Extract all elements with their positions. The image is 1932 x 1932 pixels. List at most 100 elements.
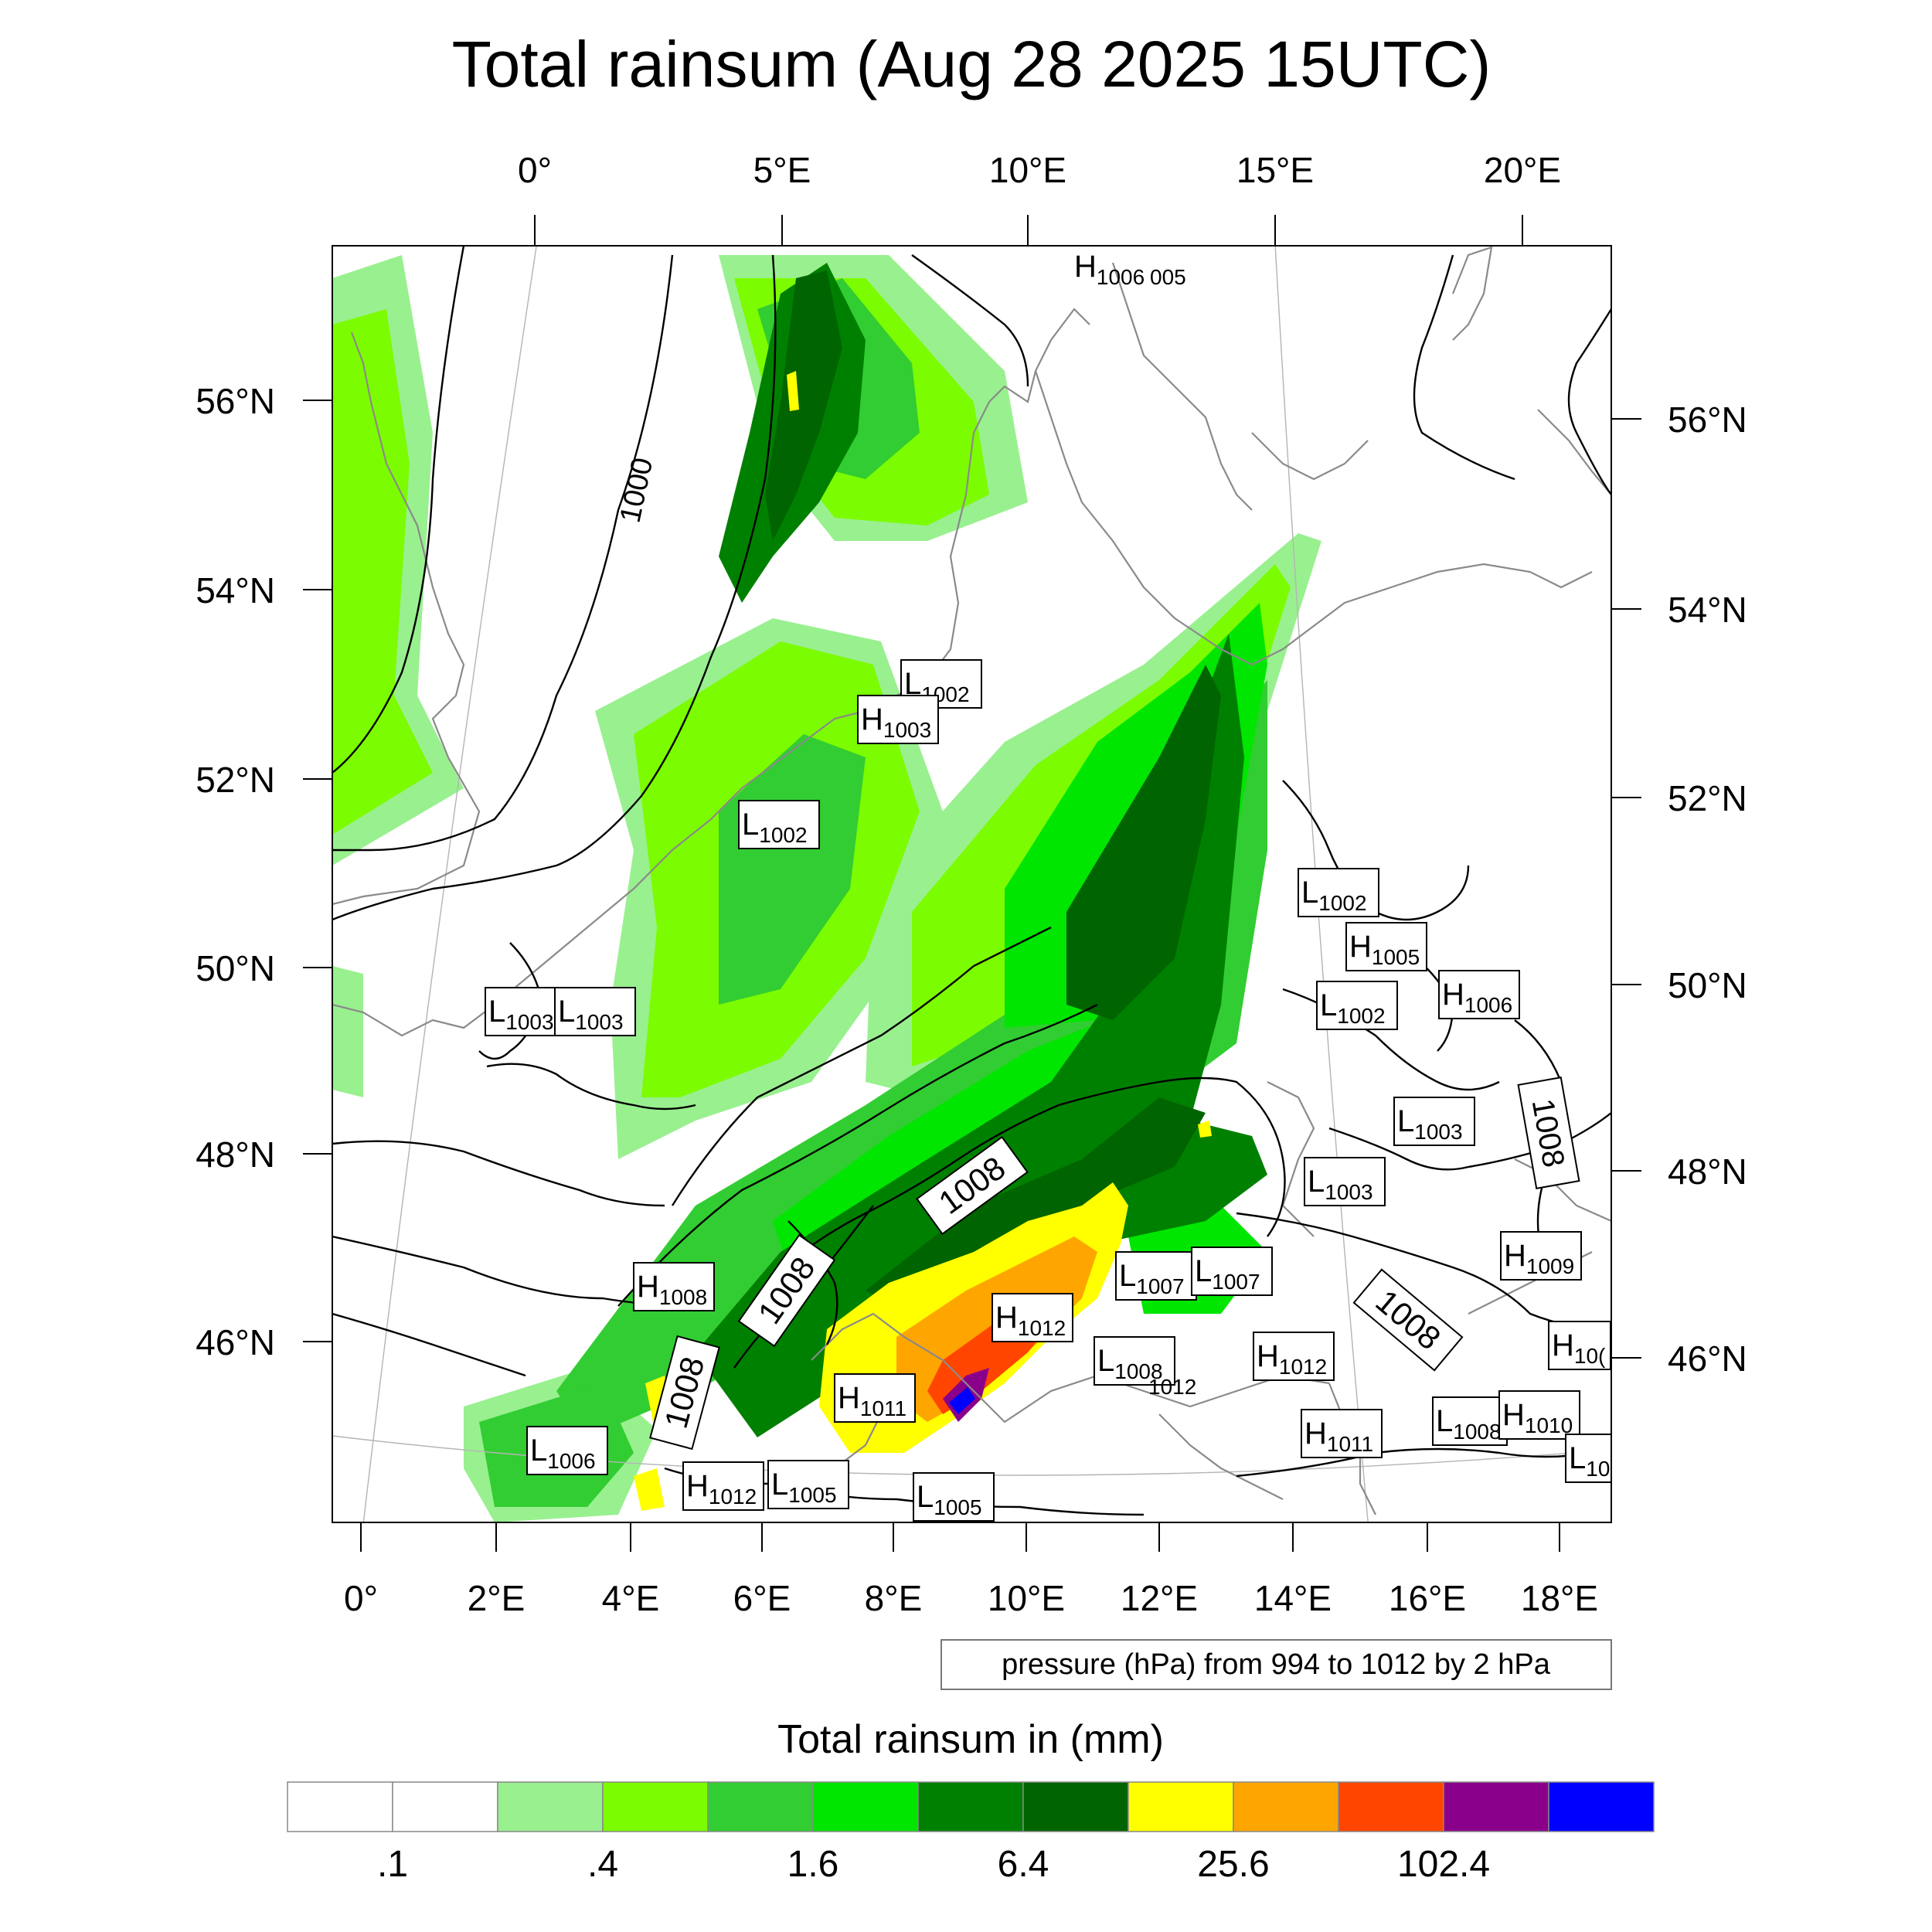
bottom-lon-label: 8°E xyxy=(865,1578,923,1618)
low-pressure-marker: L1007 xyxy=(1191,1247,1273,1296)
high-pressure-marker: H1005 xyxy=(1345,922,1427,971)
svg-text:L1005: L1005 xyxy=(771,1468,837,1507)
top-lon-label: 15°E xyxy=(1236,150,1314,190)
low-pressure-marker: L1002 xyxy=(738,800,820,849)
low-pressure-marker: H1012 xyxy=(682,1461,764,1511)
bottom-lon-label: 12°E xyxy=(1121,1578,1198,1618)
bottom-lon-label: 18°E xyxy=(1521,1578,1598,1618)
left-lat-label: 52°N xyxy=(196,760,275,800)
bottom-lon-axis: 0° 2°E 4°E 6°E 8°E 10°E 12°E 14°E 16°E 1… xyxy=(344,1522,1598,1618)
svg-text:L1002: L1002 xyxy=(742,808,808,847)
high-pressure-marker: H1012 xyxy=(992,1293,1073,1342)
low-pressure-marker: L1008 xyxy=(1432,1396,1508,1446)
high-pressure-marker: H1003 xyxy=(857,695,939,744)
left-lat-label: 56°N xyxy=(196,381,275,421)
legend-tick-label: 102.4 xyxy=(1397,1844,1490,1885)
svg-text:H1006: H1006 xyxy=(1074,250,1145,289)
top-lon-label: 0° xyxy=(518,150,552,190)
legend-swatch xyxy=(707,1781,814,1832)
bottom-lon-label: 6°E xyxy=(733,1578,791,1618)
legend-swatch xyxy=(287,1781,393,1832)
svg-text:L1005: L1005 xyxy=(917,1480,982,1519)
legend-swatch xyxy=(1022,1781,1129,1832)
rain-speck-yellow xyxy=(634,1468,665,1511)
rain-speck-yellow xyxy=(1198,1121,1212,1138)
low-pressure-marker: L1008 xyxy=(1094,1336,1175,1386)
low-pressure-marker: L1002 xyxy=(1316,981,1398,1030)
legend-swatches xyxy=(287,1781,1655,1832)
map-content: 1000 1008 1008 1008 1008 1008 xyxy=(332,246,1611,1522)
low-pressure-marker: L1003 xyxy=(485,987,566,1036)
high-pressure-marker: H1011 xyxy=(834,1373,916,1423)
high-pressure-marker: H1008 xyxy=(633,1262,715,1311)
right-lat-label: 50°N xyxy=(1668,965,1747,1005)
high-pressure-marker: H1009 xyxy=(1500,1231,1582,1281)
top-lon-label: 20°E xyxy=(1484,150,1561,190)
right-lat-label: 46°N xyxy=(1668,1338,1747,1379)
legend-tick-label: 25.6 xyxy=(1197,1844,1269,1885)
bottom-lon-label: 0° xyxy=(344,1578,378,1618)
svg-text:L1003: L1003 xyxy=(488,995,554,1034)
low-pressure-marker: L1002 xyxy=(1298,868,1379,917)
svg-text:005: 005 xyxy=(1150,265,1186,289)
legend-swatch xyxy=(812,1781,919,1832)
high-pressure-marker: H1011 xyxy=(1301,1409,1383,1458)
legend-swatch xyxy=(917,1781,1024,1832)
rain-band-dark xyxy=(765,270,842,541)
high-pressure-marker: H1006 xyxy=(1438,970,1520,1019)
low-pressure-marker: L1007 xyxy=(1115,1251,1197,1301)
rain-band-lime xyxy=(556,680,1267,1437)
right-lat-label: 54°N xyxy=(1668,590,1747,630)
high-pressure-marker: 005 xyxy=(1150,265,1186,289)
svg-text:H1003: H1003 xyxy=(861,702,931,742)
right-lat-label: 48°N xyxy=(1668,1151,1747,1192)
legend-swatch xyxy=(1233,1781,1339,1832)
high-pressure-marker: H1012 xyxy=(1253,1332,1335,1381)
bottom-lon-label: 14°E xyxy=(1254,1578,1332,1618)
coastlines xyxy=(332,246,1611,1515)
legend-swatch xyxy=(1548,1781,1655,1832)
legend-tick-label: 1.6 xyxy=(787,1844,839,1885)
left-lat-axis: 56°N 54°N 52°N 50°N 48°N 46°N xyxy=(196,381,332,1362)
svg-text:L1002: L1002 xyxy=(1320,988,1386,1028)
svg-text:L1007: L1007 xyxy=(1195,1254,1260,1294)
low-pressure-marker: L1005 xyxy=(913,1472,995,1522)
low-pressure-marker: L10 xyxy=(1565,1434,1611,1483)
low-pressure-marker: L1003 xyxy=(1304,1157,1386,1206)
figure-title: Total rainsum (Aug 28 2025 15UTC) xyxy=(452,28,1492,100)
svg-text:L1003: L1003 xyxy=(1308,1165,1373,1204)
right-lat-axis: 56°N 54°N 52°N 50°N 48°N 46°N xyxy=(1611,400,1747,1379)
left-lat-label: 50°N xyxy=(196,948,275,988)
legend-title: Total rainsum in (mm) xyxy=(777,1717,1164,1762)
top-lon-label: 5°E xyxy=(753,150,811,190)
legend-swatch xyxy=(1443,1781,1549,1832)
rain-speck-yellow xyxy=(787,371,799,411)
high-pressure-marker: H10( xyxy=(1548,1321,1611,1370)
right-lat-label: 56°N xyxy=(1668,400,1747,440)
svg-text:L1006: L1006 xyxy=(530,1434,596,1473)
contour-info-box: pressure (hPa) from 994 to 1012 by 2 hPa xyxy=(940,1639,1612,1690)
legend-swatch xyxy=(1128,1781,1234,1832)
map-frame xyxy=(332,245,1612,1523)
svg-text:L1008: L1008 xyxy=(1097,1344,1163,1383)
rain-band-light xyxy=(332,966,363,1097)
high-pressure-marker: L1005 xyxy=(767,1460,849,1509)
svg-text:H1012: H1012 xyxy=(1257,1339,1327,1379)
pressure-centers: H1006 005 L1002 H1003 L1002 L1002 xyxy=(485,250,1611,1522)
left-lat-label: 46°N xyxy=(196,1322,275,1362)
rain-band-dark xyxy=(866,1097,1206,1314)
svg-text:H1009: H1009 xyxy=(1504,1239,1574,1278)
bottom-lon-label: 16°E xyxy=(1389,1578,1466,1618)
left-lat-label: 48°N xyxy=(196,1134,275,1175)
svg-text:H1011: H1011 xyxy=(838,1381,906,1420)
left-lat-label: 54°N xyxy=(196,570,275,611)
top-lon-label: 10°E xyxy=(989,150,1066,190)
legend-tick-label: .1 xyxy=(377,1844,408,1885)
right-lat-label: 52°N xyxy=(1668,778,1747,818)
low-pressure-marker: L1003 xyxy=(1393,1097,1475,1146)
svg-text:L1003: L1003 xyxy=(558,995,624,1034)
legend-tick-label: 6.4 xyxy=(998,1844,1049,1885)
svg-text:H1006: H1006 xyxy=(1442,978,1512,1017)
svg-text:1012: 1012 xyxy=(1148,1375,1196,1399)
